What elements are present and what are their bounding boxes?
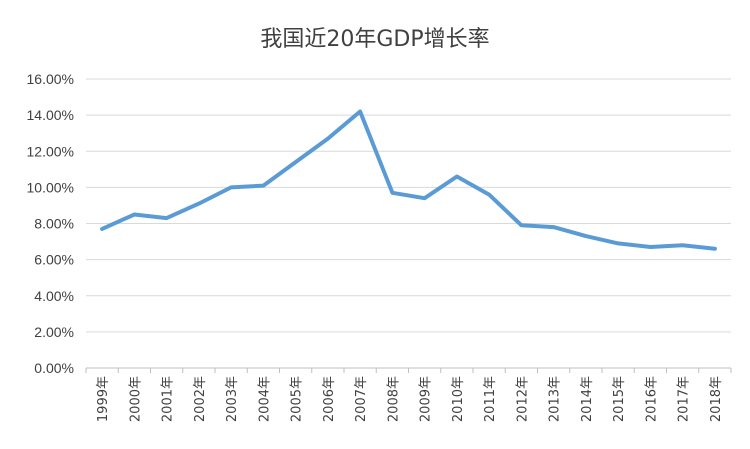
x-axis-ticks: 1999年 2000年 2001年 2002年 2003年 2004年 2005年 2006年… bbox=[85, 368, 732, 422]
y-tick-label: 2.00% bbox=[34, 324, 74, 340]
x-tick-label: 2015年 bbox=[612, 376, 627, 422]
y-tick-label: 10.00% bbox=[27, 179, 74, 195]
y-axis-ticks: 0.00% 2.00% 4.00% 6.00% 8.00% 10.00% 12.00% 14.… bbox=[27, 71, 74, 376]
x-tick-label: 2017年 bbox=[677, 376, 692, 422]
x-tick-label: 1999年 bbox=[96, 376, 111, 422]
x-tick-label: 2012年 bbox=[515, 376, 530, 422]
y-tick-label: 14.00% bbox=[27, 107, 74, 123]
x-tick-label: 2001年 bbox=[161, 376, 176, 422]
x-tick-label: 2011年 bbox=[483, 376, 498, 422]
x-tick-label: 2018年 bbox=[709, 376, 724, 422]
y-tick-label: 4.00% bbox=[34, 288, 74, 304]
x-tick-label: 2010年 bbox=[451, 376, 466, 422]
x-tick-label: 2002年 bbox=[193, 376, 208, 422]
x-tick-label: 2013年 bbox=[548, 376, 563, 422]
x-tick-label: 2000年 bbox=[128, 376, 143, 422]
x-tick-label: 2004年 bbox=[257, 376, 272, 422]
chart-title: 我国近20年GDP增长率 bbox=[260, 27, 489, 52]
series-group bbox=[100, 109, 717, 251]
y-tick-label: 12.00% bbox=[27, 143, 74, 159]
x-tick-label: 2009年 bbox=[419, 376, 434, 422]
grid-lines bbox=[86, 78, 731, 333]
x-tick-label: 2003年 bbox=[225, 376, 240, 422]
y-tick-label: 8.00% bbox=[34, 216, 74, 232]
x-tick-label: 2006年 bbox=[322, 376, 337, 422]
x-tick-label: 2007年 bbox=[354, 376, 369, 422]
y-tick-label: 6.00% bbox=[34, 252, 74, 268]
x-tick-label: 2014年 bbox=[580, 376, 595, 422]
x-tick-label: 2005年 bbox=[290, 376, 305, 422]
y-tick-label: 0.00% bbox=[34, 360, 74, 376]
x-tick-label: 2016年 bbox=[644, 376, 659, 422]
y-tick-label: 16.00% bbox=[27, 71, 74, 87]
x-tick-label: 2008年 bbox=[386, 376, 401, 422]
series-line bbox=[100, 109, 717, 251]
